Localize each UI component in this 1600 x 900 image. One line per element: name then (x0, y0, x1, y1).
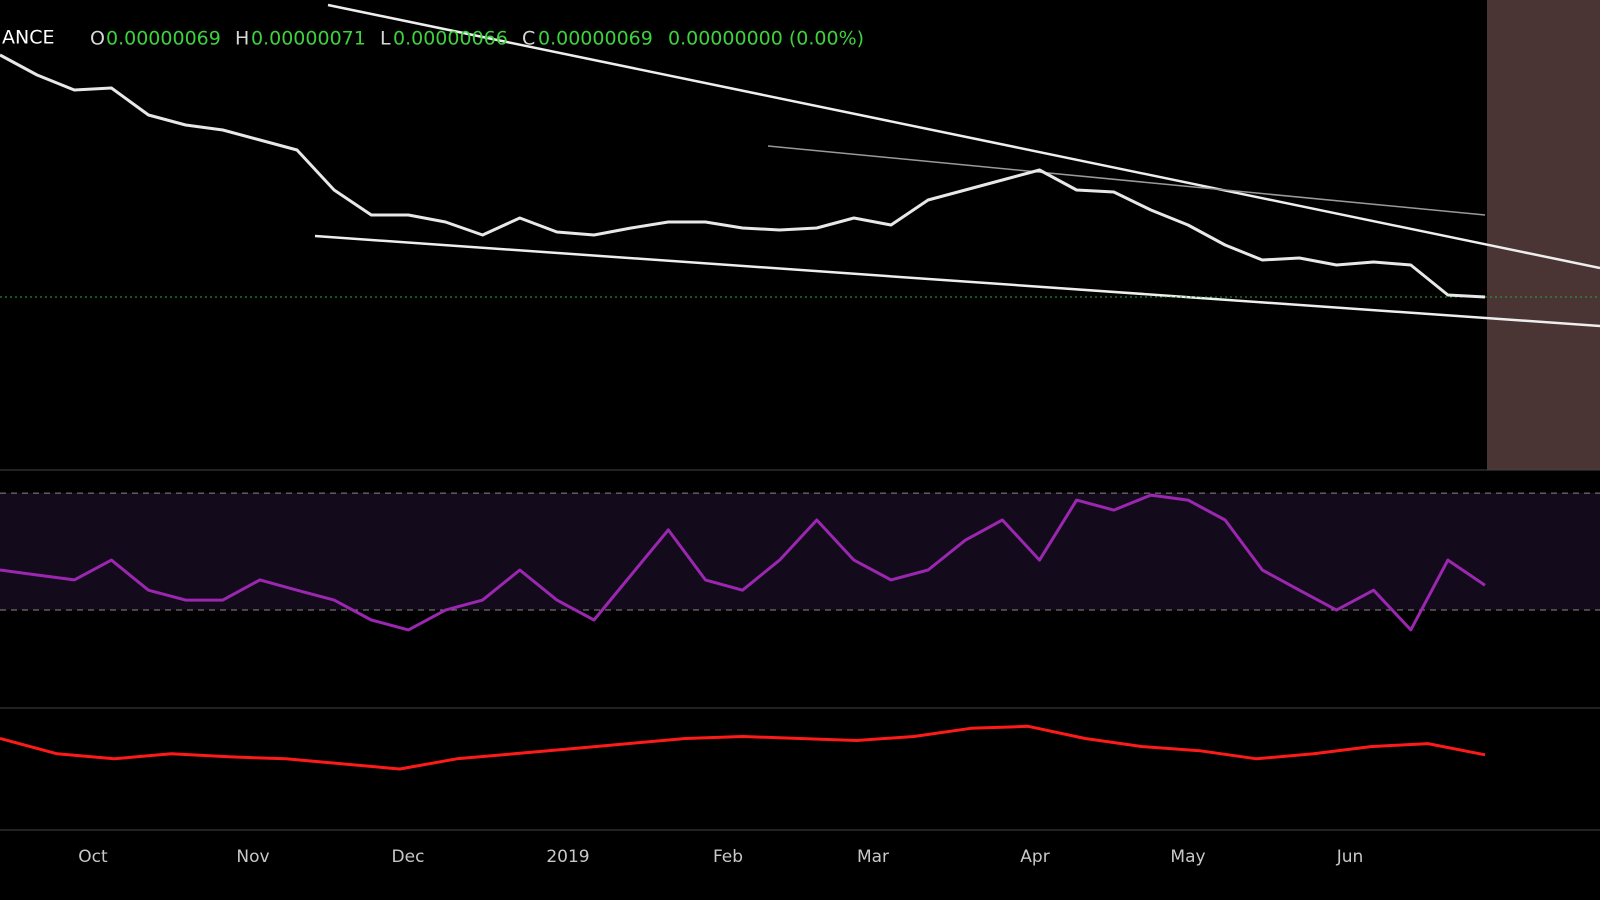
x-tick-label: Feb (713, 847, 743, 867)
low: 0.00000066 (393, 28, 508, 50)
future-shade (1487, 0, 1600, 470)
x-tick-label: Apr (1020, 847, 1049, 867)
x-tick-label: Nov (236, 847, 269, 867)
high: 0.00000071 (251, 28, 366, 50)
symbol: ANCE (2, 27, 54, 49)
close: 0.00000069 (538, 28, 653, 50)
moving-average (767, 145, 1486, 216)
rsi-line (0, 493, 1486, 632)
x-tick-label: Oct (78, 847, 108, 867)
x-tick-label: Mar (857, 847, 889, 867)
price-line (0, 53, 1486, 299)
trendline (327, 3, 1600, 270)
close-label: C (522, 28, 535, 50)
x-tick-label: Dec (392, 847, 425, 867)
trendline (314, 234, 1600, 328)
ohlc-header: ANCE O 0.00000069 H 0.00000071 L 0.00000… (2, 27, 864, 50)
macd-line (0, 724, 1486, 771)
x-tick-label: May (1170, 847, 1205, 867)
high-label: H (235, 28, 249, 50)
x-tick-label: Jun (1336, 847, 1364, 867)
x-tick-label: 2019 (546, 847, 589, 867)
open: 0.00000069 (106, 28, 221, 50)
change: 0.00000000 (0.00%) (668, 28, 864, 50)
low-label: L (380, 28, 391, 50)
open-label: O (90, 28, 105, 50)
rsi-band (0, 493, 1600, 610)
